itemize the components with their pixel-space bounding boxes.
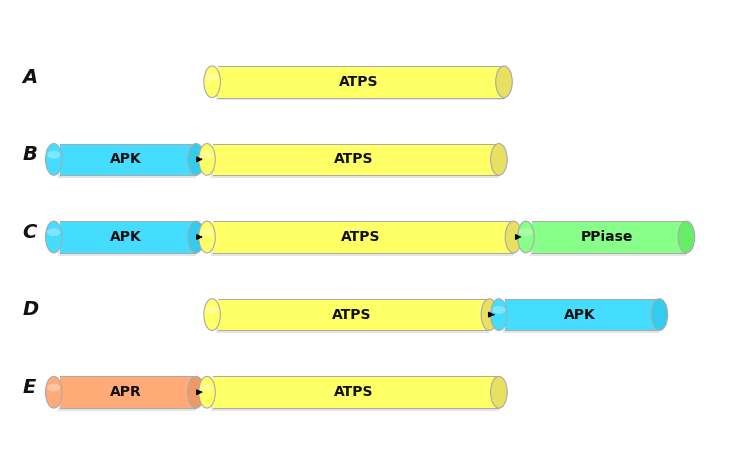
Ellipse shape [505,235,523,242]
Ellipse shape [187,376,204,408]
Bar [213,376,499,408]
Ellipse shape [46,144,62,175]
Ellipse shape [490,390,508,398]
Bar [213,144,499,175]
Ellipse shape [480,312,498,320]
Ellipse shape [520,228,533,236]
Ellipse shape [678,221,694,253]
Bar [211,403,499,411]
Bar [211,248,514,255]
Ellipse shape [651,299,668,330]
Ellipse shape [46,376,62,408]
Text: E: E [22,378,35,397]
Text: APR: APR [110,385,142,399]
Ellipse shape [651,312,668,320]
Ellipse shape [204,66,221,98]
Ellipse shape [187,157,204,165]
Ellipse shape [491,299,507,330]
Bar [213,221,514,253]
Ellipse shape [490,157,508,165]
Ellipse shape [199,144,215,175]
Bar [211,170,499,178]
Bar [218,299,489,330]
Text: APK: APK [564,308,596,322]
Ellipse shape [187,221,204,253]
Ellipse shape [201,151,213,159]
Ellipse shape [204,299,221,330]
Text: PPiase: PPiase [581,230,633,244]
Bar [216,92,504,100]
Ellipse shape [492,306,506,314]
Ellipse shape [677,235,695,242]
Ellipse shape [187,235,204,242]
Text: APK: APK [110,230,142,244]
Ellipse shape [205,306,218,314]
Text: ATPS: ATPS [334,385,373,399]
Bar [60,144,196,175]
Bar [530,248,686,255]
Ellipse shape [187,390,204,398]
Bar [218,66,504,98]
Bar [216,325,489,333]
Ellipse shape [496,66,512,98]
Bar [60,221,196,253]
Ellipse shape [201,228,213,236]
Text: APK: APK [110,152,142,166]
Ellipse shape [46,221,62,253]
Bar [60,376,196,408]
Ellipse shape [205,73,218,81]
Text: ATPS: ATPS [339,75,379,89]
Ellipse shape [47,228,61,236]
Text: C: C [22,223,37,242]
Bar [503,325,660,333]
Ellipse shape [187,144,204,175]
Ellipse shape [481,299,497,330]
Text: ATPS: ATPS [332,308,371,322]
Ellipse shape [517,221,534,253]
Ellipse shape [47,383,61,392]
Bar [58,403,196,411]
Bar [531,221,686,253]
Text: ATPS: ATPS [341,230,381,244]
Ellipse shape [506,221,522,253]
Ellipse shape [495,79,513,87]
Text: D: D [22,301,38,319]
Bar [505,299,660,330]
Ellipse shape [491,144,507,175]
Ellipse shape [47,151,61,159]
Text: A: A [22,68,38,87]
Text: B: B [22,145,38,164]
Ellipse shape [491,376,507,408]
Bar [58,170,196,178]
Ellipse shape [201,383,213,392]
Ellipse shape [199,376,215,408]
Bar [58,248,196,255]
Text: ATPS: ATPS [334,152,373,166]
Ellipse shape [199,221,215,253]
